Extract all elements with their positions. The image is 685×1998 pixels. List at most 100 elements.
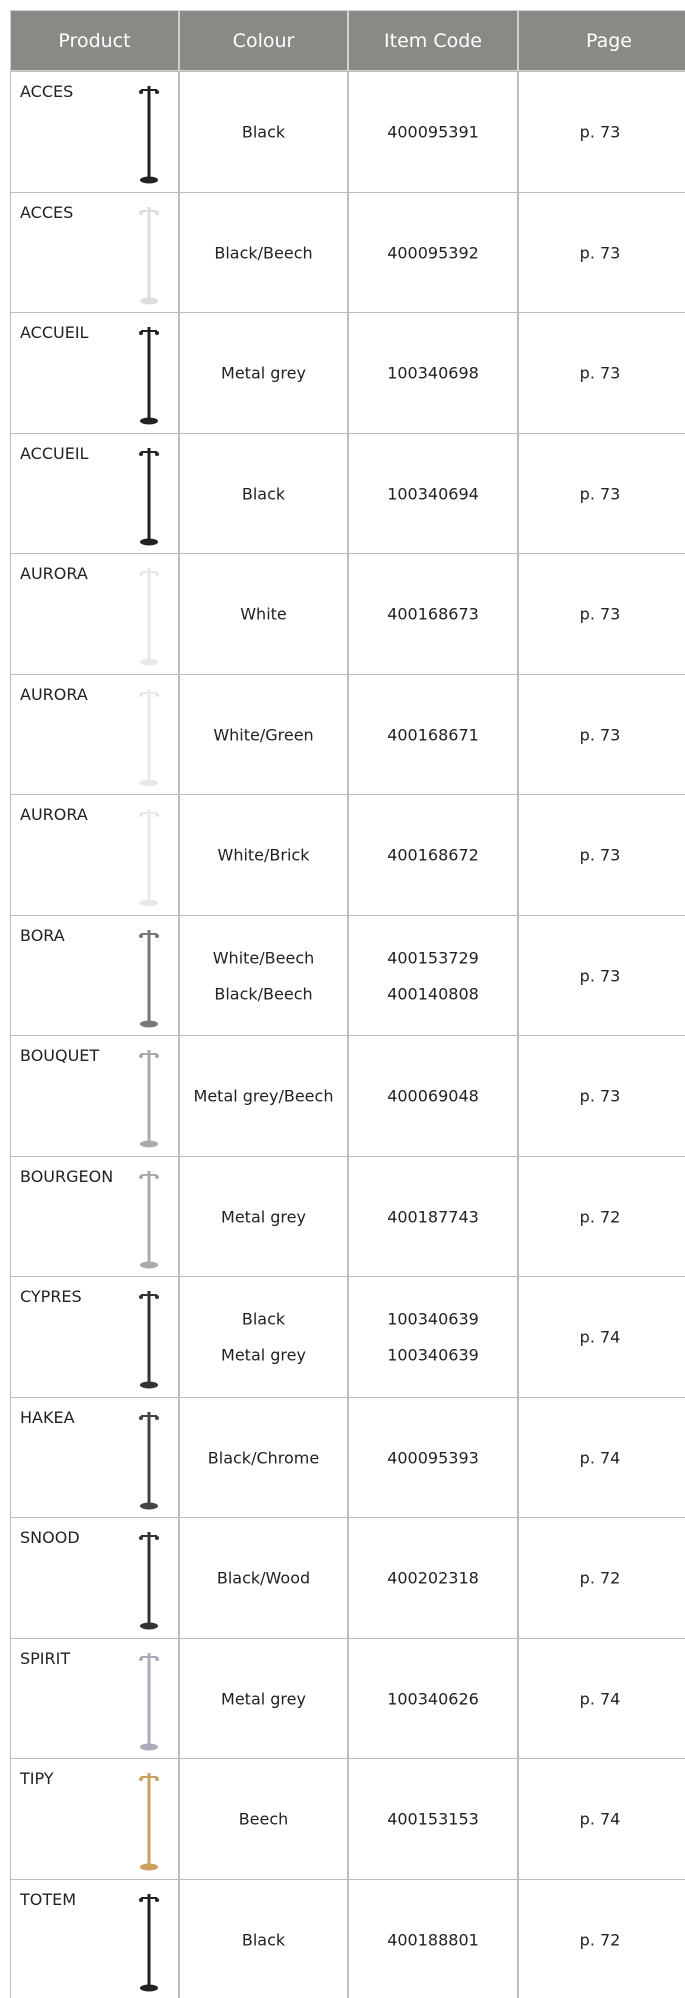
product-image — [139, 929, 159, 1027]
table-cell: p. 72 — [518, 1155, 685, 1277]
table-cell: ACCUEIL — [10, 432, 179, 554]
table-cell: ACCES — [10, 191, 179, 313]
table-cell: 400168673 — [348, 553, 518, 675]
table-cell: ACCES — [10, 71, 179, 193]
table-cell: CYPRES — [10, 1276, 179, 1398]
product-image — [139, 1411, 159, 1509]
item-code: 400202318 — [387, 1568, 479, 1588]
table-cell: 400187743 — [348, 1155, 518, 1277]
table-cell: p. 74 — [518, 1637, 685, 1759]
colour: Metal grey — [221, 1689, 306, 1709]
product-name: ACCES — [20, 82, 74, 101]
page-ref: p. 72 — [579, 1568, 621, 1588]
item-code: 400153729 — [387, 948, 479, 968]
page-ref: p. 73 — [579, 845, 621, 865]
product-name: AURORA — [20, 684, 88, 704]
product-image — [139, 1170, 159, 1268]
item-code: 100340694 — [387, 484, 479, 504]
table-cell: Metal grey/Beech — [179, 1035, 348, 1157]
product-image — [139, 206, 159, 304]
product-name: ACCUEIL — [20, 323, 89, 342]
table-cell: Metal grey — [179, 1637, 348, 1759]
item-code: 400168672 — [387, 845, 479, 865]
table-cell: HAKEA — [10, 1396, 179, 1518]
table-cell: White/Brick — [179, 794, 348, 916]
product-name: BOUQUET — [20, 1046, 100, 1065]
page-ref: p. 72 — [579, 1207, 621, 1227]
colour: Black/Chrome — [207, 1448, 320, 1468]
product-image — [139, 1050, 159, 1148]
header-cell: Colour — [179, 10, 348, 71]
item-code: 400168673 — [387, 604, 479, 624]
table-cell: p. 74 — [518, 1396, 685, 1518]
colour: White/Beech — [212, 948, 315, 968]
table-cell: ACCUEIL — [10, 312, 179, 434]
item-code: 400168671 — [387, 725, 479, 745]
table-cell: BOURGEON — [10, 1155, 179, 1277]
item-code: 400187743 — [387, 1207, 479, 1227]
table-cell: 100340698 — [348, 312, 518, 434]
colour: Black/Wood — [216, 1568, 311, 1588]
table-cell: Black — [179, 1878, 348, 1998]
product-name: SNOOD — [20, 1528, 80, 1547]
table-cell: Metal grey — [179, 1155, 348, 1277]
table-cell: p. 72 — [518, 1878, 685, 1998]
table-cell: BORA — [10, 914, 179, 1036]
colour: Black — [241, 484, 286, 504]
colour: Metal grey — [221, 1207, 306, 1227]
table-cell: 400069048 — [348, 1035, 518, 1157]
product-name: SPIRIT — [20, 1648, 71, 1668]
page-ref: p. 74 — [579, 1448, 621, 1468]
item-code: 400188801 — [387, 1930, 479, 1950]
table-cell: 100340626 — [348, 1637, 518, 1759]
product-name: ACCUEIL — [20, 443, 89, 463]
table-cell: AURORA — [10, 673, 179, 795]
table-cell: 400168671 — [348, 673, 518, 795]
page-ref: p. 73 — [579, 604, 621, 624]
product-name: BOURGEON — [20, 1166, 114, 1186]
page-ref: p. 72 — [579, 1930, 621, 1950]
table-cell: p. 73 — [518, 553, 685, 675]
product-name: AURORA — [20, 805, 88, 824]
table-cell: TOTEM — [10, 1878, 179, 1998]
page-ref: p. 73 — [579, 725, 621, 745]
table-cell: AURORA — [10, 553, 179, 675]
product-image — [139, 1291, 159, 1389]
product-image — [139, 1532, 159, 1630]
table-cell: 400188801 — [348, 1878, 518, 1998]
product-name: BORA — [20, 925, 65, 945]
colour: Metal grey/Beech — [193, 1086, 334, 1106]
table-cell: AURORA — [10, 794, 179, 916]
table-cell: White/Beech Black/Beech — [179, 914, 348, 1036]
product-image — [139, 1652, 159, 1750]
product-image — [139, 1893, 159, 1991]
table-cell: p. 74 — [518, 1758, 685, 1880]
table-cell: p. 73 — [518, 312, 685, 434]
page-ref: p. 74 — [579, 1689, 621, 1709]
table-cell: 400153729 400140808 — [348, 914, 518, 1036]
colour: White — [240, 604, 287, 624]
table-cell: Black/Wood — [179, 1517, 348, 1639]
page-ref: p. 73 — [579, 1086, 621, 1106]
table-cell: 400153153 — [348, 1758, 518, 1880]
colour: Black/Beech — [214, 243, 313, 263]
page-ref: p. 73 — [579, 122, 621, 142]
table-cell: Black Metal grey — [179, 1276, 348, 1398]
table-cell: p. 74 — [518, 1276, 685, 1398]
colour: White/Brick — [217, 845, 310, 865]
page-ref: p. 73 — [579, 484, 621, 504]
table-cell: SNOOD — [10, 1517, 179, 1639]
item-code: 100340639 — [387, 1309, 479, 1329]
item-code: 100340639 — [387, 1345, 479, 1365]
item-code: 400140808 — [387, 984, 479, 1004]
product-image — [139, 688, 159, 786]
product-image — [139, 1773, 159, 1871]
table-cell: 400202318 — [348, 1517, 518, 1639]
product-name: HAKEA — [20, 1407, 75, 1427]
colour: Black — [241, 1309, 286, 1329]
product-name: ACCES — [20, 202, 74, 222]
table-cell: Black — [179, 71, 348, 193]
item-code: 100340698 — [387, 363, 479, 383]
table-cell: p. 73 — [518, 1035, 685, 1157]
table-cell: Black/Chrome — [179, 1396, 348, 1518]
